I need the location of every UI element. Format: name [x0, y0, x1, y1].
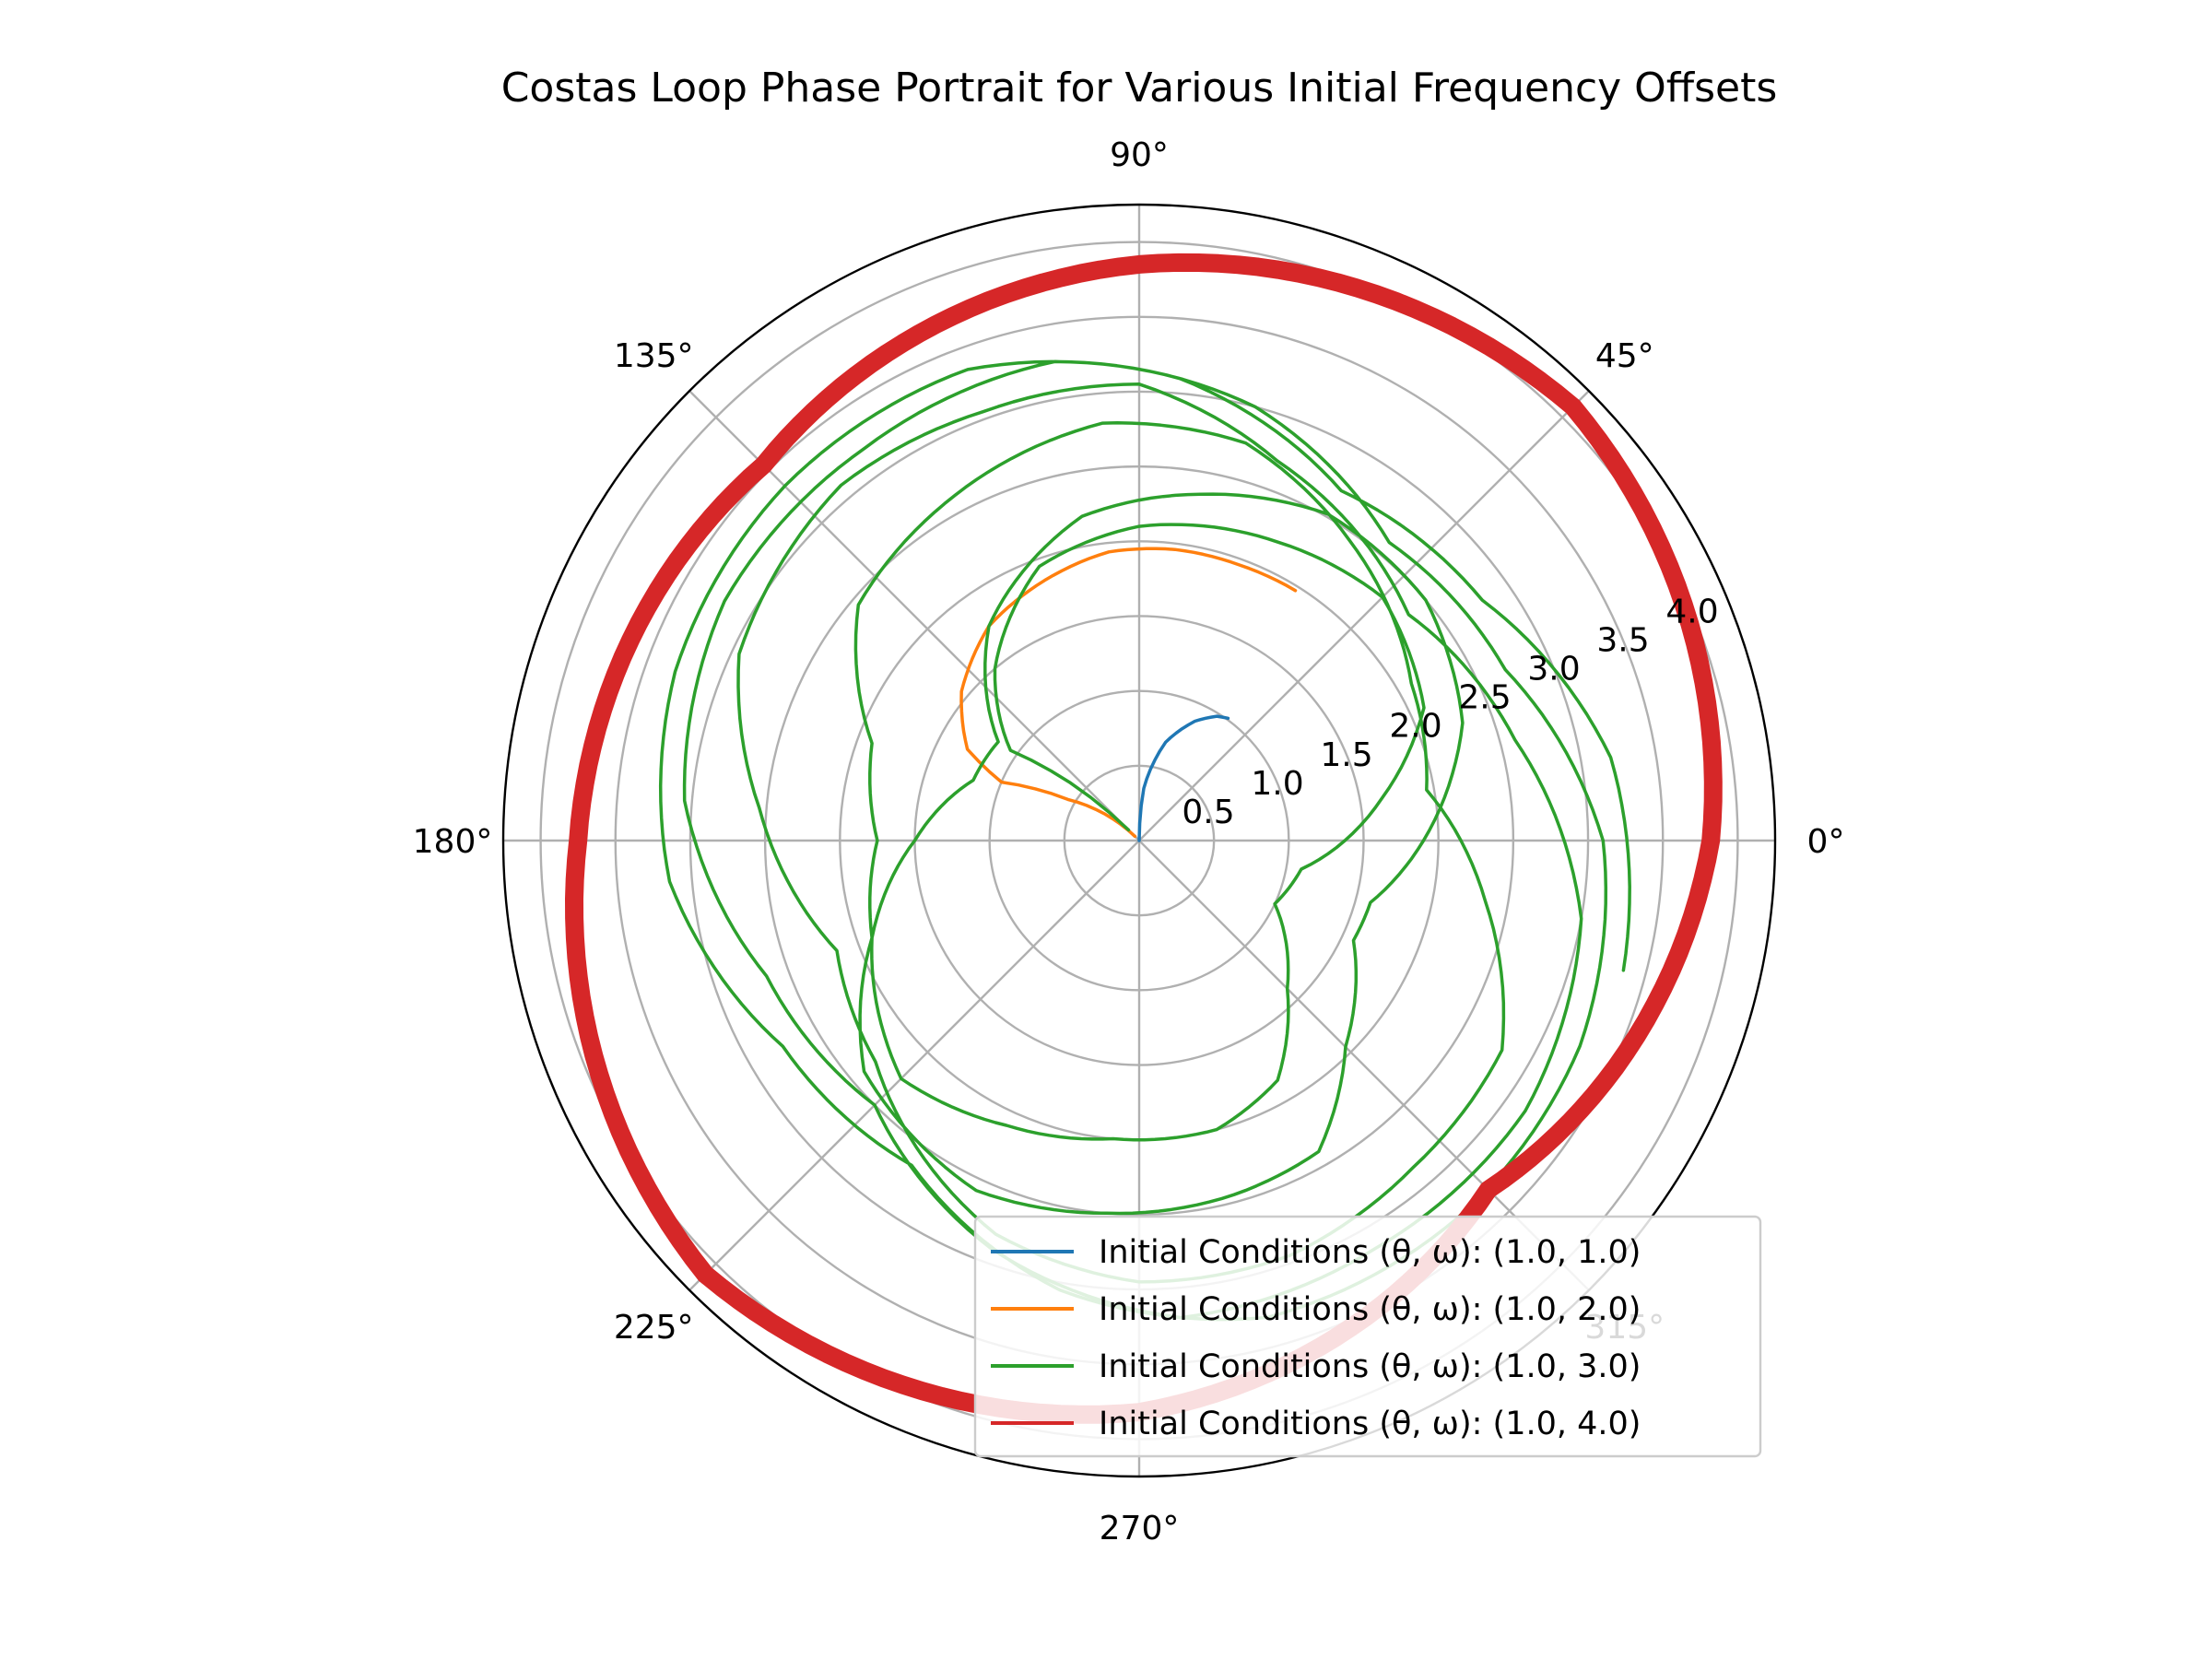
r-tick-label-2: 1.0 — [1251, 765, 1303, 803]
theta-tick-label-2: 45° — [1595, 337, 1654, 375]
r-tick-label-3: 1.5 — [1320, 736, 1372, 774]
r-tick-label-6: 3.0 — [1527, 651, 1580, 688]
r-tick-label-7: 3.5 — [1596, 622, 1649, 660]
legend-entry-4: Initial Conditions (θ, ω): (1.0, 4.0) — [1099, 1406, 1641, 1442]
angular-gridline-2 — [1138, 390, 1590, 841]
angular-gridline-8 — [1138, 840, 1590, 1291]
theta-tick-label-4: 135° — [614, 337, 694, 375]
legend-entry-2: Initial Conditions (θ, ω): (1.0, 2.0) — [1099, 1291, 1641, 1328]
theta-tick-label-3: 90° — [1110, 136, 1169, 174]
r-tick-label-5: 2.5 — [1458, 679, 1511, 717]
angular-gridline-6 — [688, 840, 1140, 1291]
theta-tick-label-5: 180° — [413, 823, 493, 861]
theta-tick-label-6: 225° — [614, 1309, 694, 1347]
legend-box — [973, 1215, 1762, 1458]
legend: Initial Conditions (θ, ω): (1.0, 1.0) In… — [973, 1215, 1762, 1458]
series-line-2 — [959, 547, 1298, 839]
r-tick-label-8: 4.0 — [1665, 593, 1718, 630]
r-tick-label-1: 0.5 — [1182, 794, 1234, 831]
radial-tick-labels: 0.5 1.0 1.5 2.0 2.5 3.0 3.5 4.0 — [1182, 593, 1718, 830]
series-line-1 — [1137, 714, 1230, 842]
legend-entry-3: Initial Conditions (θ, ω): (1.0, 3.0) — [1099, 1348, 1641, 1385]
r-tick-label-4: 2.0 — [1389, 708, 1441, 746]
polar-outer-spine — [501, 203, 1777, 1478]
chart-title: Costas Loop Phase Portrait for Various I… — [501, 65, 1778, 112]
legend-entry-1: Initial Conditions (θ, ω): (1.0, 1.0) — [1099, 1234, 1641, 1271]
theta-tick-label-1: 0° — [1807, 823, 1845, 861]
theta-tick-label-7: 270° — [1100, 1510, 1180, 1547]
